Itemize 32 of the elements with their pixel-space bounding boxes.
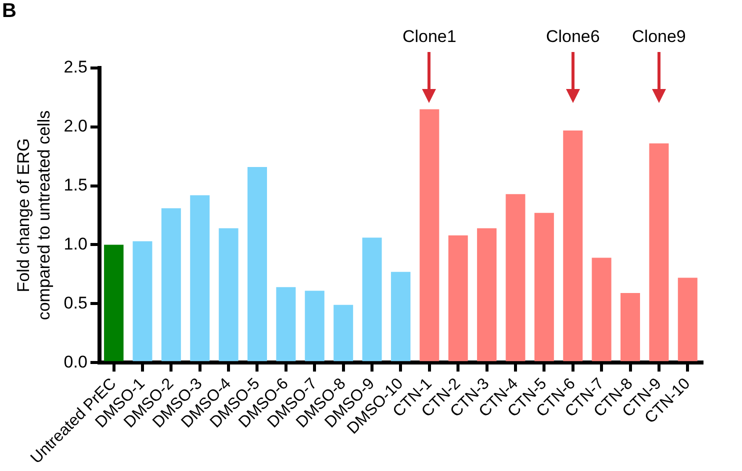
bar <box>420 109 440 362</box>
bar <box>448 235 468 362</box>
bar <box>592 258 612 362</box>
y-tick-label: 1.0 <box>64 234 88 254</box>
bar <box>362 238 382 362</box>
bar <box>304 290 324 362</box>
y-tick-label: 2.5 <box>64 58 88 77</box>
bar <box>190 195 210 362</box>
bar <box>678 278 698 362</box>
bar <box>334 304 354 362</box>
bar <box>247 166 268 362</box>
bar <box>132 241 152 362</box>
y-tick-label: 2.0 <box>64 116 88 136</box>
text: B <box>2 0 16 22</box>
bar <box>477 228 497 362</box>
text: Clone1 <box>402 27 456 47</box>
bar <box>534 212 554 362</box>
bar <box>104 244 124 362</box>
bar <box>218 228 238 362</box>
bar <box>161 208 181 362</box>
y-axis-title: Fold change of ERG compared to untreated cells <box>14 110 54 320</box>
bar <box>649 143 669 362</box>
text: Clone9 <box>632 27 686 47</box>
y-tick-label: 0.5 <box>64 293 88 312</box>
y-tick-label: 0.0 <box>64 352 88 372</box>
bar <box>563 130 583 362</box>
y-tick-label: 1.5 <box>64 176 88 195</box>
text: Clone6 <box>546 27 600 47</box>
bar <box>276 287 296 362</box>
bar <box>506 194 526 362</box>
bar <box>620 293 640 362</box>
bar <box>390 272 410 362</box>
